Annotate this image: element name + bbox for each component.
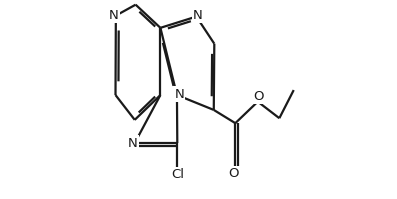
Text: Cl: Cl — [171, 168, 184, 181]
Text: N: N — [193, 9, 203, 22]
Text: N: N — [109, 9, 119, 22]
Text: O: O — [229, 167, 239, 180]
Text: N: N — [128, 137, 138, 149]
Text: O: O — [254, 90, 264, 103]
Text: N: N — [174, 88, 184, 100]
